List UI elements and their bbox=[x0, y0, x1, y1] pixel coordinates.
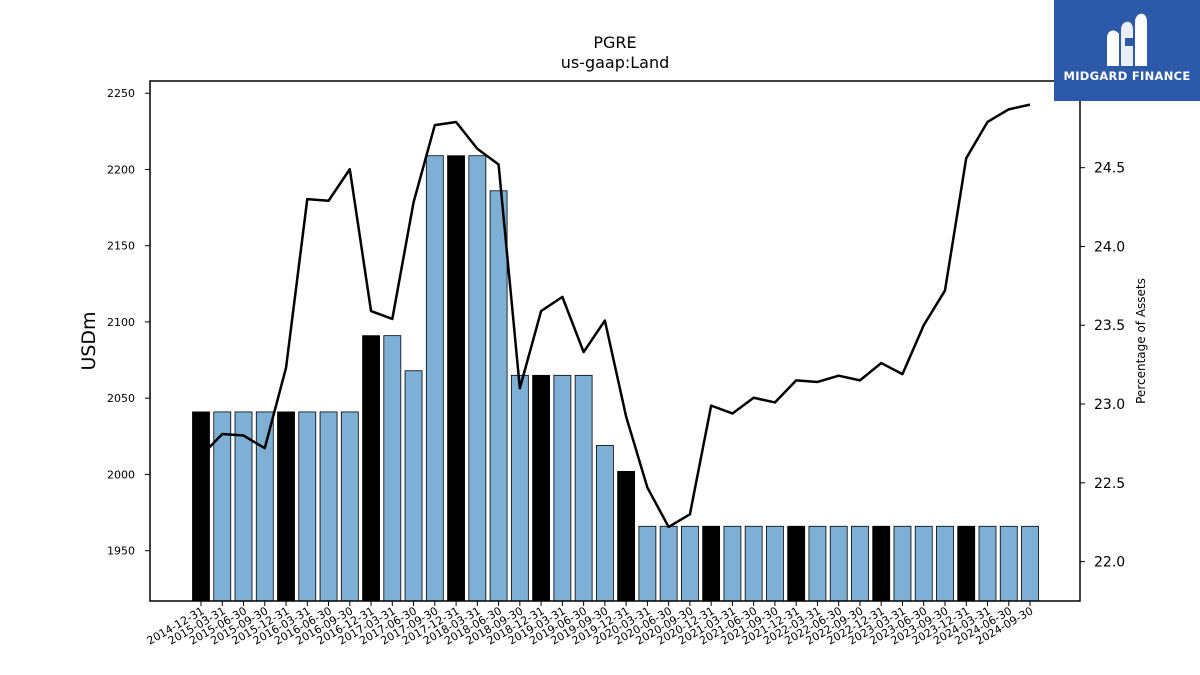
bar-2020-06-30 bbox=[659, 525, 678, 602]
y-tick-label: 2000 bbox=[107, 468, 135, 481]
bar-2020-09-30 bbox=[680, 525, 699, 602]
bar-2018-06-30 bbox=[489, 190, 508, 602]
bar-2021-03-31 bbox=[723, 525, 742, 602]
y-tick-label: 2050 bbox=[107, 392, 135, 405]
midgard-logo-icon bbox=[1107, 13, 1147, 66]
bar-2022-06-30 bbox=[829, 525, 848, 602]
y2-tick-label: 24.0 bbox=[1094, 239, 1125, 255]
y-tick-label: 2150 bbox=[107, 240, 135, 253]
bar-2023-03-31 bbox=[893, 525, 912, 602]
bar-2017-06-30 bbox=[404, 370, 423, 602]
bar-2024-06-30 bbox=[999, 525, 1018, 602]
y2-tick-label: 22.0 bbox=[1094, 555, 1125, 571]
y2-axis-label: Percentage of Assets bbox=[1134, 278, 1148, 404]
bar-2018-09-30 bbox=[510, 374, 529, 602]
bar-2016-06-30 bbox=[319, 411, 338, 602]
x-axis: 2014-12-312015-03-312015-06-302015-09-30… bbox=[145, 601, 1036, 648]
bar-2015-09-30 bbox=[255, 411, 274, 602]
bar-2019-12-31 bbox=[617, 470, 636, 602]
bar-2018-03-31 bbox=[468, 155, 487, 602]
bar-2024-03-31 bbox=[978, 525, 997, 602]
bar-2023-12-31 bbox=[957, 525, 976, 602]
bar-2021-06-30 bbox=[744, 525, 763, 602]
y-tick-label: 1950 bbox=[107, 545, 135, 558]
bar-2017-09-30 bbox=[425, 155, 444, 602]
bar-2016-03-31 bbox=[298, 411, 317, 602]
bar-2019-03-31 bbox=[553, 374, 572, 602]
y-axis-label: USDm bbox=[78, 311, 100, 370]
bar-2018-12-31 bbox=[532, 374, 551, 602]
bar-2023-09-30 bbox=[936, 525, 954, 602]
y-axis-left: 1950 2000 2050 2100 2150 2200 2250 bbox=[107, 87, 150, 558]
y-tick-label: 2200 bbox=[107, 163, 135, 176]
bar-2020-12-31 bbox=[702, 525, 721, 602]
bar-2019-09-30 bbox=[595, 445, 614, 602]
chart-subtitle: us-gaap:Land bbox=[561, 53, 670, 72]
bar-series bbox=[192, 155, 1039, 602]
line-percentage-of-assets bbox=[200, 103, 1031, 529]
bar-2017-12-31 bbox=[447, 155, 465, 602]
bar-2022-09-30 bbox=[851, 525, 869, 602]
bar-2015-12-31 bbox=[277, 411, 295, 602]
bar-2019-06-30 bbox=[574, 374, 593, 602]
y-tick-label: 2250 bbox=[107, 87, 135, 100]
bar-2017-03-31 bbox=[383, 335, 402, 602]
y2-tick-label: 24.5 bbox=[1094, 161, 1125, 177]
chart-title: PGRE bbox=[593, 33, 636, 52]
y2-tick-label: 23.0 bbox=[1094, 397, 1125, 413]
y2-tick-label: 22.5 bbox=[1094, 476, 1125, 492]
bar-2021-09-30 bbox=[766, 525, 784, 602]
line-series bbox=[200, 103, 1031, 529]
bar-2023-06-30 bbox=[914, 525, 933, 602]
y-tick-label: 2100 bbox=[107, 316, 135, 329]
y-axis-right: 22.0 22.5 23.0 23.5 24.0 24.5 bbox=[1080, 161, 1125, 571]
bar-2016-09-30 bbox=[340, 411, 359, 602]
bar-2024-09-30 bbox=[1021, 525, 1039, 602]
brand-logo: MIDGARD FINANCE bbox=[1054, 0, 1200, 101]
plot-frame bbox=[149, 80, 1081, 602]
bar-2016-12-31 bbox=[362, 335, 380, 602]
y2-tick-label: 23.5 bbox=[1094, 318, 1125, 334]
brand-name: MIDGARD FINANCE bbox=[1063, 69, 1191, 83]
bar-2022-03-31 bbox=[808, 525, 827, 602]
bar-2014-12-31 bbox=[192, 411, 210, 602]
bar-2022-12-31 bbox=[872, 525, 891, 602]
bar-2021-12-31 bbox=[787, 525, 806, 602]
bar-2020-03-31 bbox=[638, 525, 657, 602]
